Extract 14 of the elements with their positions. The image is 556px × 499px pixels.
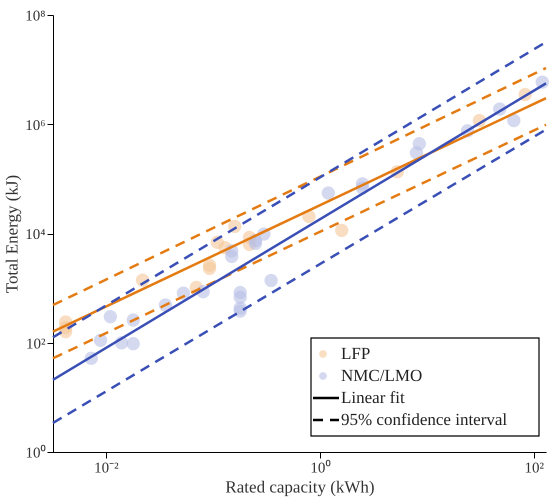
legend-label: NMC/LMO <box>341 366 422 385</box>
x-tick-label: 10⁻² <box>94 460 120 476</box>
y-tick-label: 10² <box>26 336 46 352</box>
legend-label: LFP <box>341 344 370 363</box>
y-tick-label: 10⁰ <box>26 444 46 462</box>
y-axis-title: Total Energy (kJ) <box>2 174 22 294</box>
annotation: 95% confidence interval <box>341 410 508 429</box>
y-tick-label: 10⁴ <box>25 227 46 243</box>
annotation: Linear fit <box>341 388 405 407</box>
x-tick-label: 10⁰ <box>310 460 330 476</box>
y-tick-label: 10⁸ <box>25 8 46 24</box>
x-tick-label: 10² <box>524 460 545 476</box>
y-tick-label: 10⁶ <box>25 118 46 134</box>
x-axis-title: Rated capacity (kWh) <box>225 478 375 496</box>
